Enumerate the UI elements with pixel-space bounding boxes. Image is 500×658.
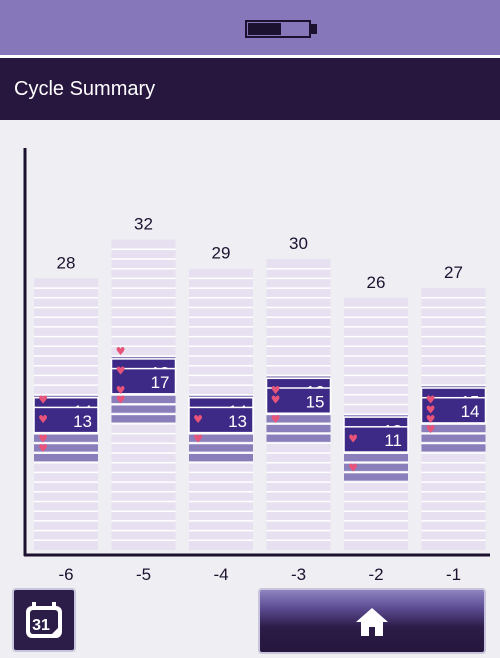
heart-icon: ♥ (271, 384, 281, 397)
heart-icon: ♥ (116, 345, 126, 358)
fertile-window-day (266, 415, 331, 423)
fertile-window-day (421, 424, 486, 433)
fertile-day-label: 17 (151, 373, 170, 392)
battery-fill (248, 23, 281, 35)
fertile-window-day (111, 395, 176, 403)
fertile-window-day (189, 454, 253, 462)
heart-icon: ♥ (116, 394, 126, 407)
fertile-day-label: 13 (73, 412, 92, 431)
fertile-window-day (111, 415, 176, 423)
fertile-day-box (33, 406, 99, 434)
heart-icon: ♥ (426, 413, 436, 426)
fertile-window-day (344, 463, 408, 471)
heart-icon: ♥ (271, 394, 281, 407)
fertile-window-day (34, 454, 98, 462)
cycle-length-label: 30 (289, 234, 308, 253)
heart-icon: ♥ (38, 432, 48, 445)
fertile-window-day (189, 434, 253, 442)
chart-area: 1413♥♥♥♥28-61817♥♥♥♥32-51413♥♥29-41615♥♥… (0, 120, 500, 658)
fertile-window-day (34, 434, 98, 442)
heart-icon: ♥ (38, 413, 48, 426)
fertile-day-label: 13 (228, 412, 247, 431)
fertile-window-day (421, 434, 486, 442)
cycle-length-label: 28 (57, 253, 76, 272)
heart-icon: ♥ (116, 365, 126, 378)
cycle-length-label: 26 (367, 273, 386, 292)
heart-icon: ♥ (426, 423, 436, 436)
fertile-day-label: 11 (384, 431, 402, 450)
x-tick-label: -3 (291, 565, 306, 580)
header-bar: Cycle Summary (0, 58, 500, 120)
fertile-window-day (34, 444, 98, 452)
heart-icon: ♥ (193, 432, 203, 445)
home-icon (356, 608, 388, 636)
x-tick-label: -6 (58, 565, 73, 580)
x-tick-label: -5 (136, 565, 151, 580)
page-title: Cycle Summary (14, 78, 156, 100)
heart-icon: ♥ (426, 403, 436, 416)
fertile-window-day (266, 434, 331, 442)
x-tick-label: -1 (446, 565, 461, 580)
heart-icon: ♥ (116, 384, 126, 397)
fertile-day-box (343, 426, 409, 453)
header-divider (0, 55, 500, 58)
fertile-window-day (189, 444, 253, 452)
fertile-day-box (188, 406, 254, 434)
heart-icon: ♥ (193, 413, 203, 426)
fertile-day-label: 14 (461, 402, 480, 421)
heart-icon: ♥ (348, 432, 358, 445)
battery-tip (311, 24, 317, 34)
calendar-button[interactable]: 31 (12, 588, 76, 652)
fertile-day-box (420, 396, 487, 424)
fertile-day-label: 15 (306, 392, 325, 411)
x-tick-label: -4 (213, 565, 228, 580)
home-button[interactable] (258, 588, 486, 654)
heart-icon: ♥ (271, 413, 281, 426)
calendar-day-number: 31 (32, 617, 50, 634)
cycle-length-label: 32 (134, 215, 153, 234)
calendar-icon: 31 (26, 602, 62, 638)
fertile-window-day (344, 473, 408, 481)
cycle-length-label: 27 (444, 263, 463, 282)
x-tick-label: -2 (368, 565, 383, 580)
cycle-chart: 1413♥♥♥♥28-61817♥♥♥♥32-51413♥♥29-41615♥♥… (23, 148, 490, 580)
battery-icon (245, 20, 311, 38)
fertile-window-day (421, 444, 486, 452)
cycle-length-label: 29 (212, 244, 231, 263)
fertile-day-box (265, 387, 332, 414)
heart-icon: ♥ (38, 394, 48, 407)
fertile-window-day (344, 454, 408, 462)
status-bar (0, 0, 500, 55)
heart-icon: ♥ (348, 462, 358, 475)
heart-icon: ♥ (426, 394, 436, 407)
fertile-window-day (111, 405, 176, 413)
fertile-window-day (266, 424, 331, 433)
heart-icon: ♥ (38, 442, 48, 455)
fertile-day-box (110, 367, 177, 395)
